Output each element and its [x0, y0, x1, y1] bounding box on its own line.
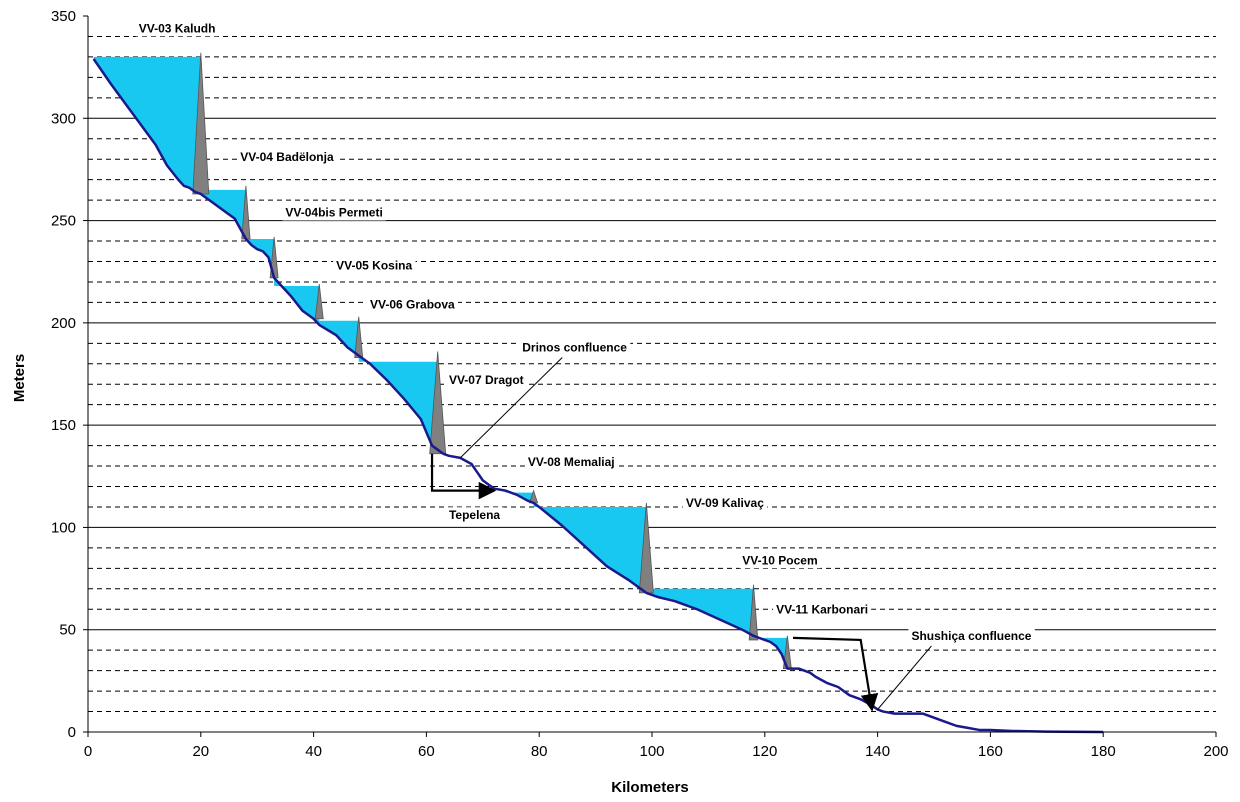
label-background — [519, 339, 631, 356]
label-background — [237, 149, 337, 166]
x-axis-title: Kilometers — [611, 779, 689, 796]
annotation-label: Drinos confluence — [522, 340, 627, 354]
y-axis-title: Meters — [11, 354, 28, 402]
label-background — [367, 296, 459, 313]
y-tick-label: 150 — [51, 417, 76, 434]
label-background — [282, 204, 386, 221]
reservoir-area — [358, 355, 438, 450]
reservoir-area — [245, 238, 275, 278]
reservoir-area — [753, 635, 788, 669]
diversion-arrow — [430, 453, 497, 500]
dam-label: VV-04 Badëlonja — [240, 150, 334, 164]
dam-marker — [314, 283, 324, 320]
label-background — [445, 372, 527, 389]
x-tick-label: 80 — [531, 743, 548, 760]
reservoir-area — [93, 56, 201, 194]
y-tick-label: 300 — [51, 110, 76, 127]
dam-label: VV-06 Grabova — [370, 298, 455, 312]
x-tick-label: 140 — [865, 743, 890, 760]
diversion-arrow — [792, 636, 879, 712]
x-tick-label: 100 — [639, 743, 664, 760]
annotation-leader — [459, 357, 563, 459]
dam-marker — [429, 351, 447, 455]
annotation-leader — [877, 645, 932, 710]
dam-label: VV-11 Karbonari — [776, 602, 868, 616]
y-tick-label: 350 — [51, 8, 76, 25]
chart-labels: VV-03 Kaludh VV-04 Badëlonja VV-04bis Perm… — [135, 20, 1035, 710]
x-tick-label: 160 — [978, 743, 1003, 760]
dam-label: VV-10 Pocem — [742, 553, 817, 567]
label-background — [333, 257, 416, 274]
x-tick-label: 40 — [305, 743, 322, 760]
annotation-label: Tepelena — [449, 508, 500, 522]
label-background — [682, 494, 768, 511]
y-tick-label: 200 — [51, 315, 76, 332]
label-background — [135, 20, 219, 37]
dam-label: VV-04bis Permeti — [285, 205, 382, 219]
x-tick-label: 180 — [1091, 743, 1116, 760]
label-background — [445, 507, 504, 524]
x-tick-label: 0 — [84, 743, 92, 760]
diversion-arrows — [430, 453, 879, 712]
x-tick-label: 120 — [752, 743, 777, 760]
axes: 0 20 40 60 80 100 120 140 160 180 200 0 50 100 150 200 2… — [51, 8, 1229, 760]
dam-markers — [192, 52, 792, 669]
y-tick-label: 250 — [51, 213, 76, 230]
label-background — [739, 552, 821, 569]
dam-label: VV-08 Memaliaj — [528, 455, 615, 469]
grid-lines — [88, 35, 1216, 713]
dam-marker — [354, 316, 364, 359]
dam-label: VV-05 Kosina — [336, 259, 412, 273]
dam-label: VV-03 Kaludh — [139, 21, 216, 35]
reservoir-area — [200, 189, 246, 239]
y-tick-label: 50 — [59, 622, 76, 639]
label-background — [773, 601, 872, 618]
annotation-label: Shushiça confluence — [911, 629, 1031, 643]
y-tick-label: 100 — [51, 519, 76, 536]
label-background — [524, 454, 618, 471]
y-tick-label: 0 — [68, 724, 76, 741]
label-background — [908, 627, 1035, 644]
x-tick-label: 20 — [192, 743, 209, 760]
dam-marker — [748, 584, 759, 641]
dam-label: VV-07 Dragot — [449, 373, 524, 387]
x-tick-label: 60 — [418, 743, 435, 760]
dam-label: VV-09 Kalivaç — [686, 496, 764, 510]
x-tick-label: 200 — [1203, 743, 1228, 760]
